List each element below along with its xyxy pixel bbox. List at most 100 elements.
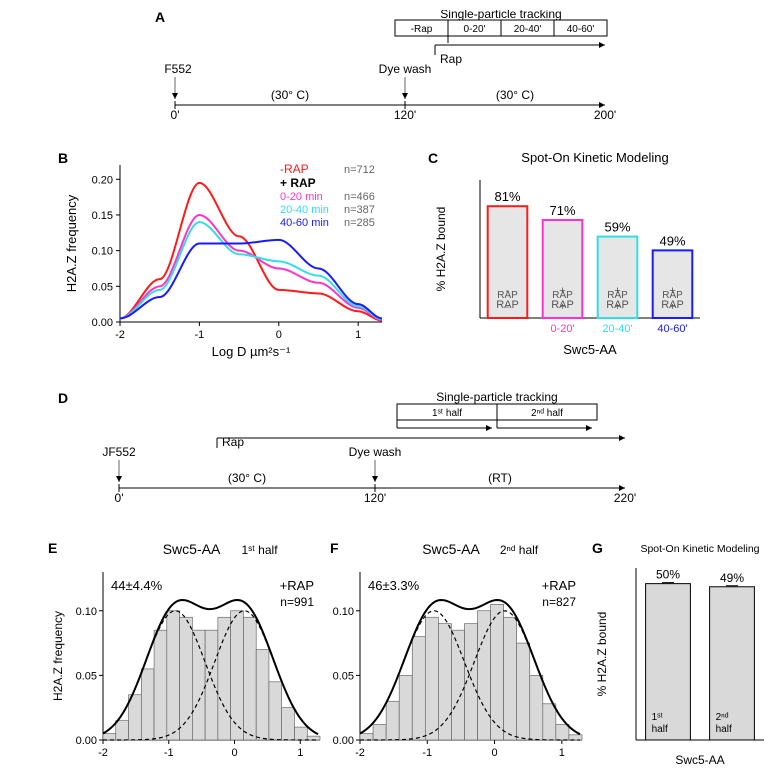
- svg-text:Rap: Rap: [222, 435, 244, 449]
- svg-text:0.10: 0.10: [92, 246, 113, 258]
- chart-C: Spot-On Kinetic Modeling % H2A.Z bound 81%…: [430, 150, 710, 360]
- svg-text:+ RAP: + RAP: [280, 176, 316, 190]
- svg-text:81%: 81%: [494, 189, 520, 204]
- svg-text:n=387: n=387: [344, 204, 375, 216]
- svg-text:1ˢᵗ half: 1ˢᵗ half: [432, 408, 462, 419]
- svg-text:Log D µm²s⁻¹: Log D µm²s⁻¹: [212, 344, 291, 359]
- svg-text:-2: -2: [355, 747, 365, 759]
- svg-text:-RAP: -RAP: [280, 162, 309, 176]
- svg-text:40-60': 40-60': [567, 24, 595, 35]
- svg-text:n=712: n=712: [344, 164, 375, 176]
- svg-text:Swc5-AA: Swc5-AA: [163, 541, 221, 557]
- svg-text:half: half: [716, 724, 732, 735]
- svg-text:-Rap: -Rap: [411, 24, 433, 35]
- svg-text:2ⁿᵈ half: 2ⁿᵈ half: [531, 408, 563, 419]
- svg-text:0.10: 0.10: [333, 606, 354, 618]
- svg-text:0.05: 0.05: [333, 670, 354, 682]
- svg-text:0-20': 0-20': [464, 24, 486, 35]
- svg-text:20-40': 20-40': [514, 24, 542, 35]
- svg-text:+: +: [614, 285, 620, 297]
- svg-text:(30° C): (30° C): [228, 471, 266, 485]
- svg-text:49%: 49%: [720, 571, 744, 585]
- svg-text:-1: -1: [195, 329, 205, 341]
- svg-text:0.15: 0.15: [92, 210, 113, 222]
- svg-text:RAP: RAP: [496, 299, 519, 311]
- panel-label-D: D: [58, 390, 68, 406]
- svg-text:n=466: n=466: [344, 191, 375, 203]
- svg-text:(30° C): (30° C): [271, 88, 309, 102]
- svg-text:(RT): (RT): [488, 471, 512, 485]
- svg-text:-: -: [506, 285, 510, 297]
- timeline-D: 0' 120' 220' (30° C) (RT) JF552 Dye wash Rap Sin…: [95, 390, 655, 505]
- svg-text:120': 120': [394, 108, 416, 122]
- svg-text:0.20: 0.20: [92, 174, 113, 186]
- svg-text:Dye wash: Dye wash: [379, 62, 432, 76]
- panel-label-A: A: [155, 9, 165, 25]
- svg-text:0: 0: [491, 747, 497, 759]
- svg-text:220': 220': [614, 491, 636, 505]
- chart-G: Spot-On Kinetic Modeling% H2A.Z bound50%…: [592, 540, 770, 770]
- svg-text:n=285: n=285: [344, 217, 375, 229]
- svg-text:20-40 min: 20-40 min: [280, 204, 329, 216]
- chart-F: Swc5-AA2ⁿᵈ half0.000.050.10-2-10146±3.3%…: [330, 540, 590, 770]
- svg-text:0': 0': [171, 108, 180, 122]
- svg-text:0-20 min: 0-20 min: [280, 191, 323, 203]
- svg-text:H2A.Z frequency: H2A.Z frequency: [51, 611, 65, 701]
- svg-text:0.00: 0.00: [76, 735, 97, 747]
- svg-text:-2: -2: [115, 329, 125, 341]
- svg-text:59%: 59%: [604, 220, 630, 235]
- svg-text:% H2A.Z bound: % H2A.Z bound: [595, 612, 609, 697]
- svg-text:-1: -1: [164, 747, 174, 759]
- svg-text:46±3.3%: 46±3.3%: [368, 578, 420, 593]
- svg-text:n=991: n=991: [280, 595, 314, 609]
- svg-text:Single-particle tracking: Single-particle tracking: [440, 10, 561, 21]
- svg-text:0': 0': [115, 491, 124, 505]
- svg-text:40-60 min: 40-60 min: [280, 217, 329, 229]
- svg-text:Spot-On Kinetic Modeling: Spot-On Kinetic Modeling: [521, 150, 668, 165]
- svg-text:Spot-On Kinetic Modeling: Spot-On Kinetic Modeling: [640, 543, 759, 555]
- svg-text:Single-particle tracking: Single-particle tracking: [436, 390, 557, 404]
- svg-text:49%: 49%: [659, 233, 685, 248]
- svg-text:Swc5-AA: Swc5-AA: [422, 541, 480, 557]
- svg-text:0.10: 0.10: [76, 606, 97, 618]
- svg-text:1: 1: [559, 747, 565, 759]
- svg-text:44±4.4%: 44±4.4%: [111, 578, 163, 593]
- svg-text:1: 1: [355, 329, 361, 341]
- svg-text:+RAP: +RAP: [280, 578, 314, 593]
- svg-text:H2A.Z frequency: H2A.Z frequency: [64, 194, 79, 292]
- svg-text:200': 200': [594, 108, 616, 122]
- svg-text:-2: -2: [98, 747, 108, 759]
- svg-text:% H2A.Z bound: % H2A.Z bound: [434, 207, 448, 292]
- svg-text:+RAP: +RAP: [542, 578, 576, 593]
- svg-text:JF552: JF552: [165, 62, 192, 76]
- svg-text:0.05: 0.05: [76, 670, 97, 682]
- svg-text:120': 120': [364, 491, 386, 505]
- svg-text:1: 1: [297, 747, 303, 759]
- svg-text:0-20': 0-20': [550, 323, 574, 335]
- svg-text:+: +: [669, 285, 675, 297]
- svg-text:1ˢᵗ: 1ˢᵗ: [652, 712, 663, 723]
- svg-text:0.05: 0.05: [92, 281, 113, 293]
- chart-E: Swc5-AA 1ˢᵗ half 0.00 0.05 0.10 -2 -1 0 1 H2A.Z f…: [48, 540, 328, 770]
- svg-text:0.00: 0.00: [92, 317, 113, 329]
- svg-text:n=827: n=827: [542, 595, 576, 609]
- svg-text:RAP: RAP: [661, 299, 684, 311]
- svg-text:half: half: [652, 724, 668, 735]
- chart-B: 0.00 0.05 0.10 0.15 0.20 -2 -1 0 1 Log D µm²s⁻¹ H2…: [62, 155, 392, 360]
- svg-text:71%: 71%: [549, 203, 575, 218]
- svg-text:RAP: RAP: [551, 299, 574, 311]
- svg-text:(30° C): (30° C): [496, 88, 534, 102]
- svg-text:Swc5-AA: Swc5-AA: [563, 342, 617, 357]
- svg-text:2ⁿᵈ half: 2ⁿᵈ half: [500, 543, 539, 557]
- svg-text:0: 0: [231, 747, 237, 759]
- svg-text:Swc5-AA: Swc5-AA: [675, 753, 724, 767]
- svg-text:Rap: Rap: [440, 52, 462, 66]
- svg-text:20-40': 20-40': [602, 323, 632, 335]
- svg-text:Dye wash: Dye wash: [349, 445, 402, 459]
- svg-text:2ⁿᵈ: 2ⁿᵈ: [716, 712, 729, 723]
- svg-text:1ˢᵗ half: 1ˢᵗ half: [241, 543, 278, 557]
- svg-text:0: 0: [276, 329, 282, 341]
- svg-text:-1: -1: [422, 747, 432, 759]
- svg-text:JF552: JF552: [102, 445, 136, 459]
- svg-text:+: +: [559, 285, 565, 297]
